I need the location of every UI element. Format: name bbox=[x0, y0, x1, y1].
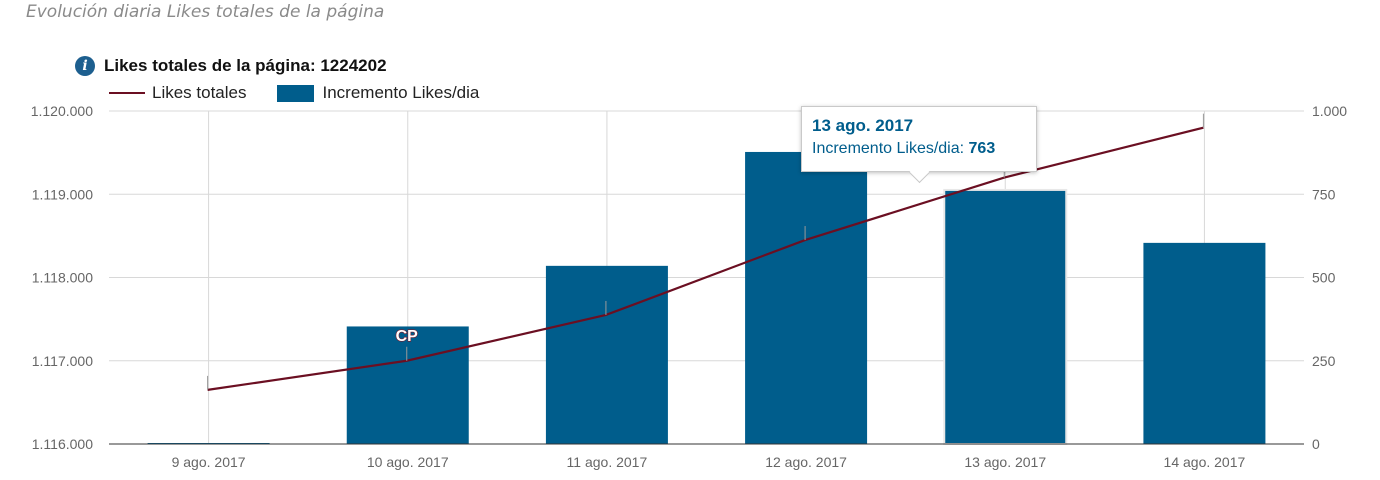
x-tick-label: 9 ago. 2017 bbox=[172, 454, 246, 470]
y-left-tick-label: 1.120.000 bbox=[31, 103, 93, 119]
y-right-tick-label: 750 bbox=[1312, 186, 1336, 202]
bar bbox=[1143, 242, 1266, 444]
legend-label: Likes totales bbox=[152, 83, 247, 102]
chart-legend: Likes totales Incremento Likes/dia bbox=[109, 80, 509, 106]
tooltip-series-label: Incremento Likes/dia: bbox=[812, 140, 965, 157]
y-left-tick-label: 1.119.000 bbox=[32, 186, 93, 202]
legend-line-swatch bbox=[109, 92, 145, 94]
x-tick-label: 12 ago. 2017 bbox=[765, 454, 847, 470]
legend-label: Incremento Likes/dia bbox=[322, 83, 480, 102]
tooltip-value: 763 bbox=[968, 140, 996, 157]
bar bbox=[346, 326, 469, 444]
x-tick-label: 13 ago. 2017 bbox=[964, 454, 1046, 470]
legend-item-incremento[interactable]: Incremento Likes/dia bbox=[276, 83, 480, 103]
y-right-tick-label: 250 bbox=[1312, 353, 1336, 369]
x-tick-label: 14 ago. 2017 bbox=[1164, 454, 1246, 470]
x-tick-label: 11 ago. 2017 bbox=[567, 454, 648, 470]
legend-bar-swatch bbox=[276, 84, 314, 102]
y-right-tick-label: 1.000 bbox=[1312, 103, 1347, 119]
y-right-tick-label: 0 bbox=[1312, 436, 1320, 452]
y-right-tick-label: 500 bbox=[1312, 270, 1336, 286]
bar bbox=[545, 265, 668, 444]
info-icon[interactable]: i bbox=[75, 56, 95, 76]
y-left-tick-label: 1.117.000 bbox=[32, 353, 93, 369]
chart-title: i Likes totales de la página: 1224202 bbox=[75, 54, 387, 78]
chart-title-text: Likes totales de la página: 1224202 bbox=[104, 56, 387, 75]
y-left-tick-label: 1.118.000 bbox=[32, 270, 93, 286]
bar bbox=[943, 188, 1068, 445]
page-subtitle: Evolución diaria Likes totales de la pág… bbox=[26, 2, 385, 22]
bar bbox=[745, 151, 868, 445]
likes-totales-line bbox=[207, 126, 1204, 391]
y-left-tick-label: 1.116.000 bbox=[32, 436, 93, 452]
legend-item-likes-totales[interactable]: Likes totales bbox=[109, 83, 247, 103]
x-tick-label: 10 ago. 2017 bbox=[367, 454, 449, 470]
annotation-flag: CP bbox=[396, 328, 419, 345]
tooltip-title: 13 ago. 2017 bbox=[812, 116, 914, 135]
chart-tooltip: 13 ago. 2017 Incremento Likes/dia: 763 bbox=[801, 106, 1037, 172]
